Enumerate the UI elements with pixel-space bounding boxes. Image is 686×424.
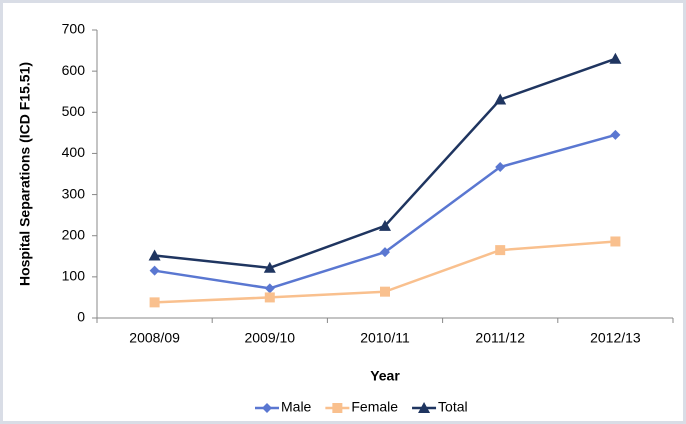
y-tick-label: 700 [62, 21, 86, 37]
y-tick-label: 600 [62, 62, 86, 78]
marker [495, 245, 506, 256]
marker [149, 297, 160, 308]
marker [148, 249, 161, 261]
y-tick-label: 0 [77, 309, 85, 325]
marker [418, 402, 431, 413]
legend-label: Total [438, 399, 468, 415]
x-tick-label: 2010/11 [360, 330, 410, 346]
legend-label: Male [281, 399, 312, 415]
x-axis-title: Year [370, 368, 400, 384]
marker [610, 236, 621, 247]
y-tick-label: 400 [62, 144, 86, 160]
marker [379, 219, 391, 231]
marker [262, 403, 272, 413]
marker [264, 292, 275, 303]
marker [332, 403, 343, 413]
marker [495, 162, 506, 173]
x-tick-label: 2011/12 [475, 330, 525, 346]
x-tick-label: 2012/13 [590, 330, 641, 346]
y-axis-title: Hospital Separations (ICD F15.51) [17, 62, 33, 286]
marker [263, 261, 276, 273]
y-tick-label: 300 [62, 185, 86, 201]
legend-label: Female [351, 399, 398, 415]
x-tick-label: 2008/09 [129, 330, 180, 346]
marker [610, 129, 621, 140]
x-tick-label: 2009/10 [244, 330, 295, 346]
marker [149, 265, 160, 276]
y-tick-label: 500 [62, 103, 86, 119]
y-tick-label: 100 [62, 268, 86, 284]
marker [609, 52, 622, 64]
marker [380, 247, 390, 258]
marker [264, 283, 275, 294]
marker [494, 93, 507, 105]
y-tick-label: 200 [62, 226, 86, 242]
marker [380, 286, 390, 297]
